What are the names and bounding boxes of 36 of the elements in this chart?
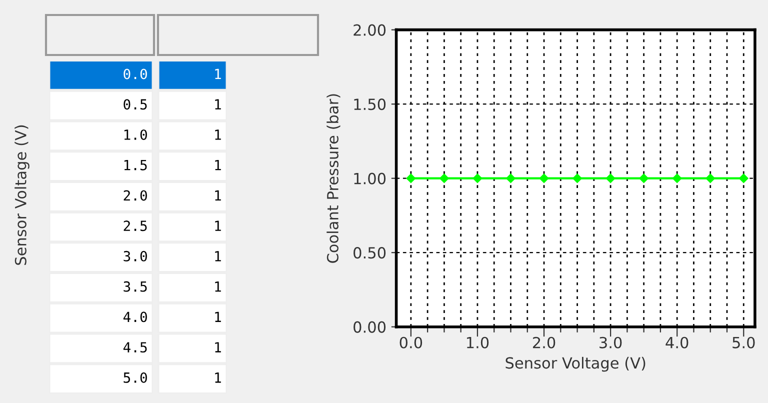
text: 5.0 — [124, 372, 147, 383]
x-tick-label: 3.0 — [600, 336, 622, 348]
text: 3.5 — [124, 281, 147, 292]
x-tick-label: 5.0 — [732, 336, 755, 348]
y-tick-label: 0.50 — [354, 247, 386, 259]
text: 0.0 — [124, 68, 147, 80]
y-tick-label: 2.00 — [354, 24, 386, 36]
text: 4.0 — [123, 312, 147, 322]
text: 1.5 — [124, 160, 147, 170]
x-tick-label: 1.0 — [467, 336, 489, 348]
text: 1 — [215, 312, 221, 322]
y-tick-label: 1.00 — [354, 172, 386, 184]
text: 1 — [215, 342, 221, 352]
x-tick-label: 0.0 — [400, 336, 422, 348]
text: 1 — [215, 68, 221, 80]
x-tick-label: 4.0 — [666, 336, 688, 348]
text: 1.0 — [124, 129, 147, 140]
text: Sensor Voltage (V) — [14, 125, 30, 265]
y-axis-title: Coolant Pressure (bar) — [326, 94, 340, 263]
text: 2.0 — [124, 190, 147, 201]
text: 4.5 — [123, 342, 147, 353]
text: 1 — [215, 130, 221, 140]
text: 1 — [215, 372, 221, 383]
text: 1 — [215, 220, 221, 231]
x-axis-title: Sensor Voltage (V) — [506, 356, 646, 372]
text: 3.0 — [124, 250, 147, 262]
text: 1 — [215, 99, 221, 110]
y-tick-label: 0.00 — [354, 321, 386, 333]
text: 0.5 — [124, 99, 147, 110]
x-tick-label: 2.0 — [532, 336, 556, 348]
text: 1 — [215, 251, 221, 262]
text: 1 — [215, 190, 221, 201]
text: 1 — [215, 160, 221, 170]
y-tick-label: 1.50 — [354, 98, 386, 110]
text: 1 — [215, 281, 221, 292]
text: 2.5 — [124, 220, 147, 232]
